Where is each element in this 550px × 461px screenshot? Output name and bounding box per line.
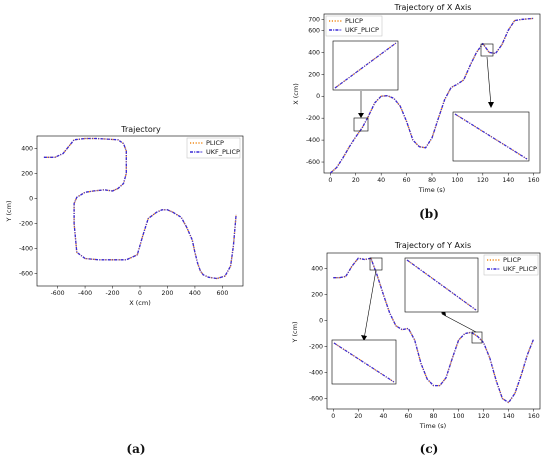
chart-a-ytick-label: 400 bbox=[21, 146, 33, 153]
chart-b-xtick-label: 0 bbox=[328, 177, 332, 184]
chart-b-legend-ukf: UKF_PLICP bbox=[345, 26, 379, 34]
chart-b-xlabel: Time (s) bbox=[418, 186, 445, 194]
chart-c-ytick-label: -400 bbox=[309, 370, 323, 377]
chart-b-ytick-label: 400 bbox=[308, 49, 320, 56]
chart-a-xtick-label: -600 bbox=[51, 290, 65, 297]
chart-a-series-ukf-plicp bbox=[43, 137, 237, 280]
chart-b-legend: PLICP UKF_PLICP bbox=[325, 15, 383, 37]
chart-a-frame bbox=[36, 135, 244, 287]
chart-a-ylabel: Y (cm) bbox=[5, 200, 13, 222]
chart-c-xtick-label: 120 bbox=[478, 413, 490, 420]
chart-a-ytick-label: -200 bbox=[19, 221, 33, 228]
chart-b-title: Trajectory of X Axis bbox=[394, 3, 472, 12]
chart-a-xtick-label: 400 bbox=[189, 290, 201, 297]
chart-c-ylabel: Y (cm) bbox=[291, 321, 299, 343]
chart-b-ytick-label: 600 bbox=[308, 27, 320, 34]
chart-b-zoom-inset-1 bbox=[332, 40, 399, 132]
chart-a-legend-ukf: UKF_PLICP bbox=[206, 148, 240, 156]
chart-c-xtick-label: 140 bbox=[503, 413, 515, 420]
chart-b-zoom-inset-2 bbox=[452, 43, 530, 162]
chart-a: Trajectory -600 -400 -200 0 200 400 600 400 200 0… bbox=[5, 125, 244, 307]
panel-label-a: (a) bbox=[126, 442, 145, 456]
chart-c-legend: PLICP UKF_PLICP bbox=[483, 254, 539, 276]
chart-b: Trajectory of X Axis 0 20 40 60 80 100 120 140 1… bbox=[292, 3, 541, 194]
chart-b-ytick-label: 700 bbox=[308, 16, 320, 23]
chart-a-legend: PLICP UKF_PLICP bbox=[186, 137, 241, 159]
chart-c-legend-ukf: UKF_PLICP bbox=[503, 265, 537, 273]
chart-c: Trajectory of Y Axis 0 20 40 60 80 100 120 140 1… bbox=[291, 241, 541, 430]
chart-b-xtick-label: 140 bbox=[502, 177, 514, 184]
chart-a-ytick-label: -400 bbox=[19, 246, 33, 253]
chart-a-xtick-label: 0 bbox=[138, 290, 142, 297]
chart-b-ytick-label: -200 bbox=[306, 115, 320, 122]
chart-c-ytick-label: -600 bbox=[309, 396, 323, 403]
chart-c-xtick-label: 0 bbox=[331, 413, 335, 420]
chart-a-xtick-label: -200 bbox=[106, 290, 120, 297]
chart-c-xtick-label: 60 bbox=[405, 413, 413, 420]
chart-a-xtick-label: 200 bbox=[162, 290, 174, 297]
chart-c-zoom-inset-2 bbox=[404, 257, 483, 344]
chart-c-ytick-label: 200 bbox=[311, 292, 323, 299]
chart-b-ytick-label: -600 bbox=[306, 159, 320, 166]
chart-c-series-ukf-plicp bbox=[333, 257, 535, 404]
chart-a-xtick-label: 600 bbox=[216, 290, 228, 297]
chart-a-ytick-label: 0 bbox=[29, 196, 33, 203]
chart-c-ytick-label: -200 bbox=[309, 344, 323, 351]
chart-c-title: Trajectory of Y Axis bbox=[394, 241, 471, 250]
chart-b-ytick-label: 200 bbox=[308, 71, 320, 78]
chart-a-legend-plicp: PLICP bbox=[206, 139, 224, 147]
chart-c-xtick-label: 20 bbox=[354, 413, 362, 420]
chart-a-xtick-label: -400 bbox=[78, 290, 92, 297]
chart-c-xlabel: Time (s) bbox=[419, 422, 446, 430]
chart-c-xtick-label: 40 bbox=[379, 413, 387, 420]
chart-b-legend-plicp: PLICP bbox=[345, 17, 363, 25]
chart-a-xlabel: X (cm) bbox=[129, 299, 151, 307]
chart-b-xtick-label: 160 bbox=[528, 177, 540, 184]
chart-b-xtick-label: 20 bbox=[352, 177, 360, 184]
panel-label-c: (c) bbox=[420, 442, 439, 456]
chart-b-xtick-label: 40 bbox=[377, 177, 385, 184]
chart-a-ytick-label: -600 bbox=[19, 271, 33, 278]
chart-c-xtick-label: 80 bbox=[430, 413, 438, 420]
chart-c-xtick-label: 100 bbox=[453, 413, 465, 420]
chart-b-xtick-label: 100 bbox=[452, 177, 464, 184]
chart-c-xtick-label: 160 bbox=[528, 413, 540, 420]
chart-b-series-ukf-plicp bbox=[329, 17, 534, 174]
chart-b-ylabel: X (cm) bbox=[292, 83, 300, 105]
chart-c-ytick-label: 0 bbox=[319, 318, 323, 325]
chart-a-series-plicp bbox=[43, 137, 237, 280]
chart-b-xtick-label: 120 bbox=[477, 177, 489, 184]
panel-label-b: (b) bbox=[419, 207, 439, 221]
chart-a-ytick-label: 200 bbox=[21, 171, 33, 178]
chart-b-ytick-label: -400 bbox=[306, 137, 320, 144]
chart-b-ytick-label: 0 bbox=[316, 93, 320, 100]
chart-b-xtick-label: 80 bbox=[428, 177, 436, 184]
chart-a-title: Trajectory bbox=[120, 125, 161, 134]
chart-c-legend-plicp: PLICP bbox=[503, 256, 521, 264]
chart-c-ytick-label: 400 bbox=[311, 266, 323, 273]
chart-c-zoom-inset-1 bbox=[331, 257, 397, 385]
chart-b-xtick-label: 60 bbox=[403, 177, 411, 184]
